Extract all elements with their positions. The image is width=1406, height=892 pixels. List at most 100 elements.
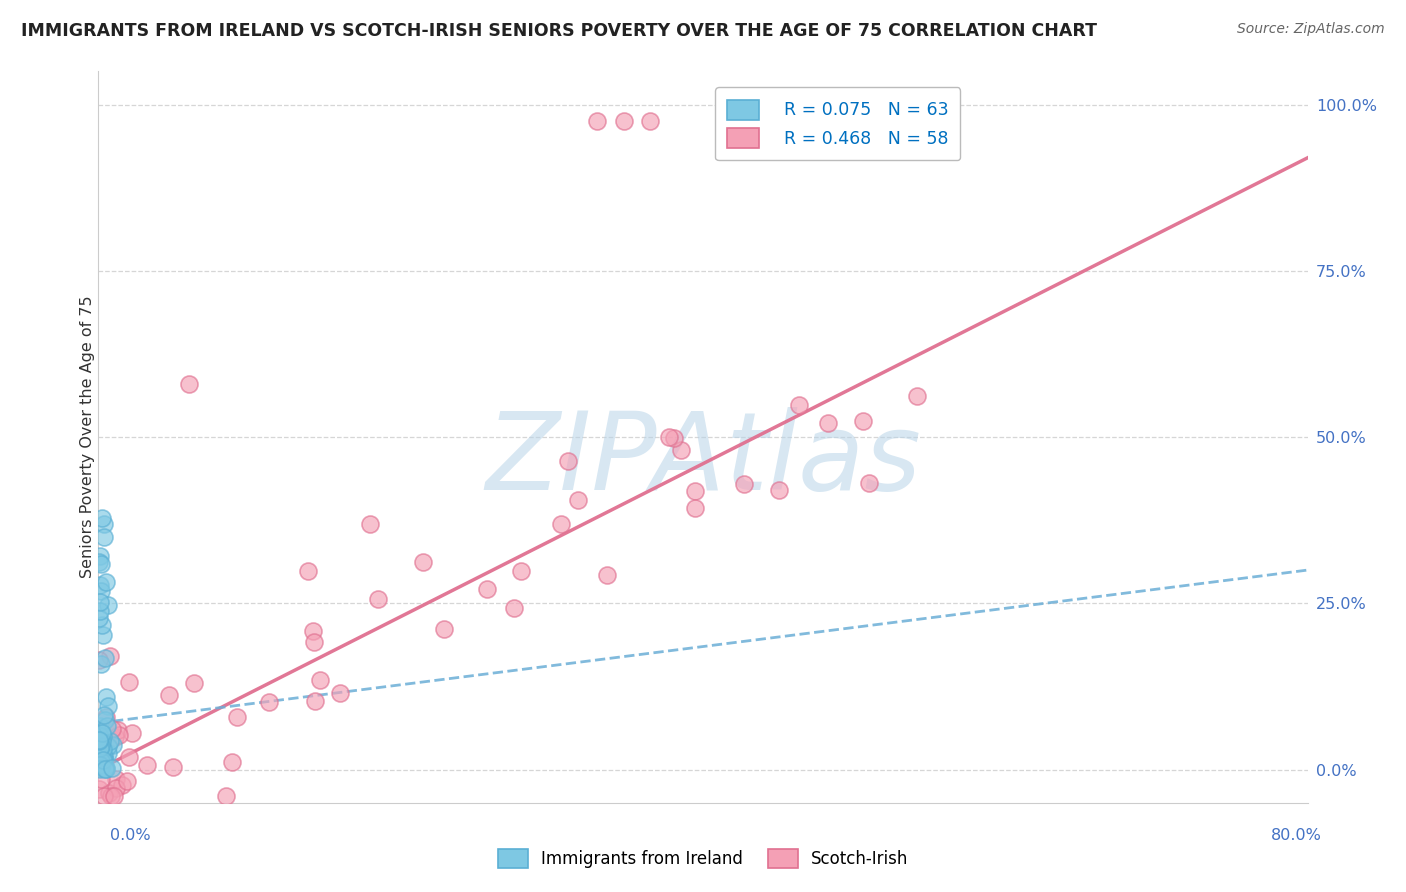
- Point: [683, 500, 706, 515]
- Point: [907, 389, 929, 403]
- Point: [683, 484, 706, 499]
- Point: [93, 789, 115, 804]
- Point: [89, 762, 111, 776]
- Point: [96, 762, 118, 776]
- Point: [329, 686, 352, 700]
- Point: [111, 778, 134, 792]
- Point: [97, 786, 120, 800]
- Point: [94, 690, 117, 705]
- Point: [93, 530, 115, 544]
- Point: [90, 754, 112, 768]
- Point: [87, 759, 110, 773]
- Point: [103, 789, 125, 804]
- Point: [87, 759, 110, 773]
- Point: [87, 610, 110, 624]
- Point: [433, 622, 456, 636]
- Point: [557, 454, 579, 468]
- Point: [93, 753, 115, 767]
- Point: [97, 698, 120, 713]
- Point: [87, 555, 110, 569]
- Point: [107, 723, 129, 737]
- Text: ZIPAtlas: ZIPAtlas: [485, 407, 921, 511]
- Point: [91, 733, 114, 747]
- Point: [658, 430, 681, 444]
- Text: 0.0%: 0.0%: [110, 828, 150, 843]
- Point: [94, 713, 117, 727]
- Point: [87, 653, 110, 667]
- Point: [221, 755, 243, 769]
- Point: [669, 442, 692, 457]
- Point: [302, 624, 325, 638]
- Point: [118, 675, 141, 690]
- Point: [90, 754, 112, 768]
- Point: [90, 557, 112, 571]
- Point: [104, 772, 127, 786]
- Point: [89, 740, 111, 755]
- Point: [215, 789, 238, 804]
- Point: [96, 574, 118, 589]
- Point: [96, 598, 118, 612]
- Point: [101, 739, 124, 753]
- Legend:   R = 0.075   N = 63,   R = 0.468   N = 58: R = 0.075 N = 63, R = 0.468 N = 58: [716, 87, 960, 161]
- Point: [100, 649, 122, 664]
- Point: [567, 493, 589, 508]
- Point: [509, 565, 531, 579]
- Point: [91, 738, 114, 752]
- Point: [638, 114, 661, 128]
- Point: [94, 762, 117, 776]
- Y-axis label: Seniors Poverty Over the Age of 75: Seniors Poverty Over the Age of 75: [80, 296, 94, 578]
- Point: [93, 707, 115, 722]
- Point: [87, 734, 110, 748]
- Point: [226, 710, 249, 724]
- Point: [121, 726, 143, 740]
- Point: [662, 431, 685, 445]
- Point: [94, 710, 117, 724]
- Point: [89, 731, 111, 746]
- Point: [89, 604, 111, 618]
- Point: [179, 376, 201, 391]
- Point: [115, 773, 138, 788]
- Point: [613, 114, 636, 128]
- Point: [103, 731, 125, 745]
- Point: [108, 728, 131, 742]
- Point: [90, 583, 112, 598]
- Point: [162, 760, 184, 774]
- Point: [90, 772, 112, 786]
- Point: [100, 789, 122, 804]
- Point: [89, 747, 111, 762]
- Point: [91, 753, 114, 767]
- Point: [93, 751, 115, 765]
- Point: [90, 759, 112, 773]
- Point: [259, 694, 281, 708]
- Point: [97, 746, 120, 760]
- Point: [91, 758, 114, 772]
- Point: [503, 600, 526, 615]
- Point: [91, 628, 114, 642]
- Point: [367, 591, 389, 606]
- Point: [89, 549, 111, 563]
- Point: [304, 694, 326, 708]
- Point: [89, 595, 111, 609]
- Point: [87, 726, 110, 740]
- Point: [101, 722, 124, 736]
- Point: [787, 398, 810, 412]
- Point: [858, 476, 880, 491]
- Point: [477, 582, 499, 597]
- Point: [360, 516, 382, 531]
- Point: [412, 555, 434, 569]
- Point: [118, 750, 141, 764]
- Point: [89, 750, 111, 764]
- Point: [89, 782, 111, 797]
- Point: [136, 757, 159, 772]
- Point: [87, 759, 110, 773]
- Point: [90, 761, 112, 775]
- Text: IMMIGRANTS FROM IRELAND VS SCOTCH-IRISH SENIORS POVERTY OVER THE AGE OF 75 CORRE: IMMIGRANTS FROM IRELAND VS SCOTCH-IRISH …: [21, 22, 1097, 40]
- Point: [87, 737, 110, 751]
- Point: [550, 517, 572, 532]
- Text: 80.0%: 80.0%: [1271, 828, 1322, 843]
- Point: [91, 725, 114, 739]
- Point: [101, 761, 124, 775]
- Point: [89, 729, 111, 743]
- Point: [94, 651, 117, 665]
- Point: [297, 564, 319, 578]
